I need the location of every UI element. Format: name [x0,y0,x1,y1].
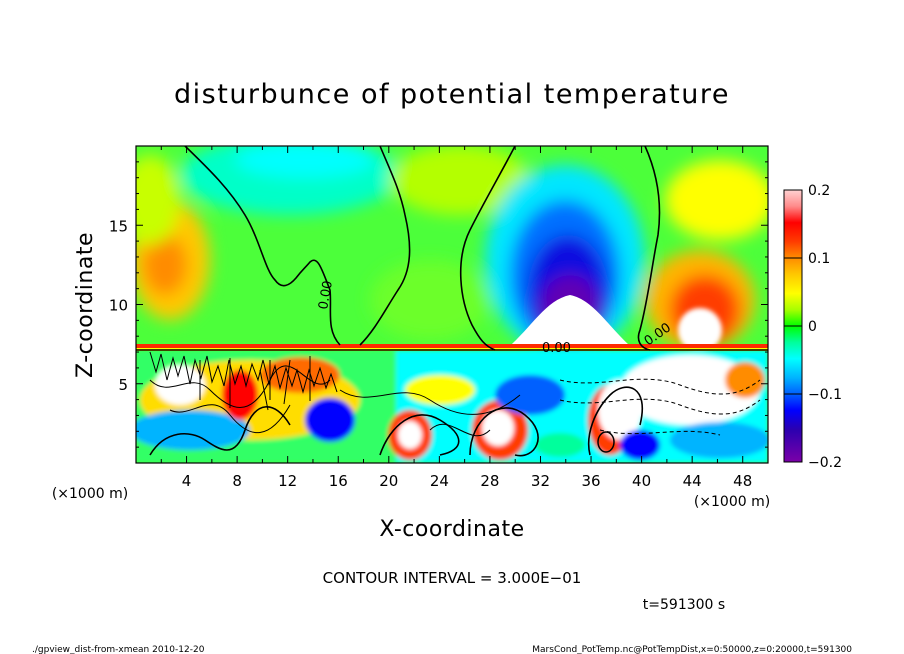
contour-label: 0.00 [542,341,571,356]
colorbar-label: 0 [808,319,817,335]
colorbar-label: −0.1 [808,387,842,403]
colorbar-label: 0.2 [808,183,830,199]
footer-left: ./gpview_dist-from-xmean 2010-12-20 [32,645,205,654]
x-tick-label: 40 [632,472,651,490]
x-tick-label: 32 [531,472,550,490]
x-tick-label: 36 [581,472,600,490]
x-tick-labels: 4 8 12 16 20 24 28 32 36 40 44 48 [182,472,752,490]
x-tick-label: 16 [329,472,348,490]
x-tick-label: 12 [278,472,297,490]
colorbar-label: −0.2 [808,455,842,471]
y-tick-label: 5 [118,376,128,394]
x-axis-ticks [160,146,744,463]
contour-label: 0.00 [316,280,336,311]
colorbar: 0.2 0.1 0 −0.1 −0.2 [783,183,842,471]
x-tick-label: 24 [430,472,449,490]
contour-interval: CONTOUR INTERVAL = 3.000E−01 [323,569,582,587]
y-tick-labels: 5 10 15 [109,217,128,394]
x-tick-label: 8 [232,472,242,490]
x-axis-label: X-coordinate [379,517,524,542]
y-axis-ticks [136,161,768,448]
y-tick-label: 10 [109,297,128,315]
x-tick-label: 20 [379,472,398,490]
colorbar-label: 0.1 [808,251,830,267]
x-axis-unit-right: (×1000 m) [694,494,770,510]
chart-title: disturbunce of potential temperature [174,79,730,110]
y-tick-label: 15 [109,217,128,235]
x-tick-label: 44 [683,472,702,490]
heatmap-field [136,146,768,463]
x-tick-label: 48 [733,472,752,490]
footer-right: MarsCond_PotTemp.nc@PotTempDist,x=0:5000… [532,645,852,654]
time-label: t=591300 s [643,597,725,613]
x-axis-unit-left: (×1000 m) [52,486,128,502]
y-axis-label: Z-coordinate [73,232,98,378]
x-tick-label: 4 [182,472,192,490]
x-tick-label: 28 [480,472,499,490]
